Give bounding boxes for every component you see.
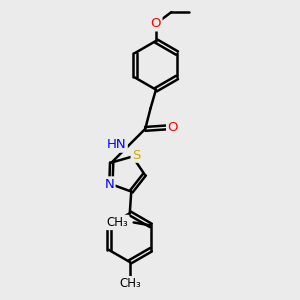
Text: CH₃: CH₃ (119, 277, 141, 290)
Text: O: O (151, 17, 161, 30)
Text: O: O (167, 121, 178, 134)
Text: N: N (104, 178, 114, 190)
Text: HN: HN (107, 138, 127, 152)
Text: S: S (132, 148, 140, 161)
Text: CH₃: CH₃ (106, 216, 128, 229)
